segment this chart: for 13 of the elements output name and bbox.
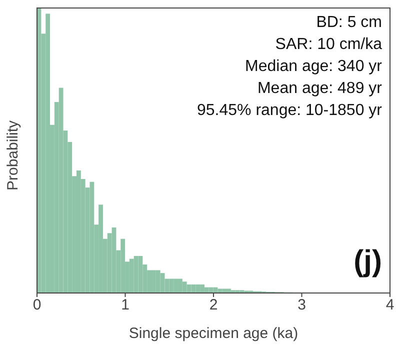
x-tick-label: 1	[121, 296, 130, 314]
x-tick-label: 3	[298, 296, 306, 314]
y-axis-title: Probability	[4, 120, 22, 190]
x-axis-title: Single specimen age (ka)	[128, 325, 298, 342]
x-tick-label: 0	[32, 296, 42, 314]
x-tick-label: 4	[386, 296, 394, 314]
annotation: BD: 5 cm	[315, 13, 382, 33]
annotation: Mean age: 489 yr	[256, 79, 382, 99]
annotation: Median age: 340 yr	[244, 57, 382, 77]
annotation: SAR: 10 cm/ka	[274, 35, 382, 55]
x-tick-label: 2	[209, 296, 218, 314]
annotation: (j)	[354, 245, 382, 279]
annotation: 95.45% range: 10-1850 yr	[196, 101, 382, 121]
